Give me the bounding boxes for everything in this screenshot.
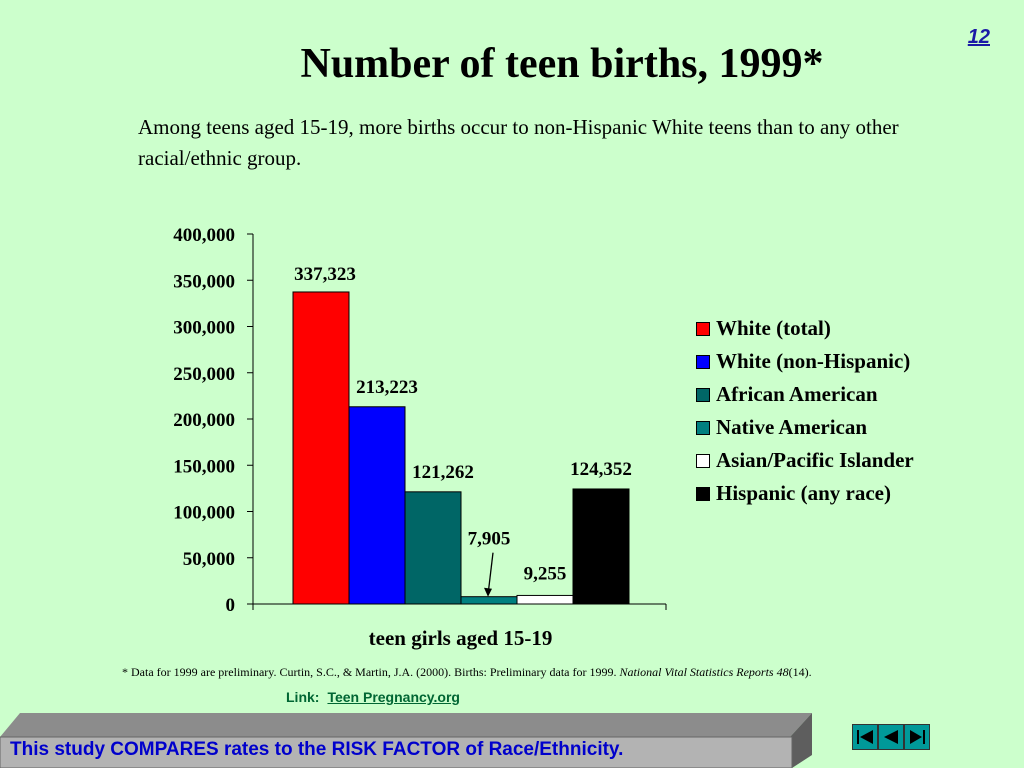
footnote: * Data for 1999 are preliminary. Curtin,…: [122, 664, 812, 680]
next-slide-icon: [910, 730, 925, 744]
legend-swatch: [696, 453, 710, 468]
legend-label: Asian/Pacific Islander: [716, 448, 914, 472]
legend-swatch: [696, 420, 710, 435]
chart-title: Number of teen births, 1999*: [300, 41, 824, 87]
legend-item: Hispanic (any race): [696, 477, 914, 510]
legend-swatch: [696, 321, 710, 336]
legend-label: Native American: [716, 415, 868, 439]
bar-white-non-hispanic: [348, 406, 406, 605]
data-label: 213,223: [356, 377, 418, 398]
data-label: 337,323: [294, 264, 356, 285]
legend-label: Hispanic (any race): [716, 481, 891, 505]
bar-white-total: [292, 291, 350, 605]
teen-pregnancy-link[interactable]: Teen Pregnancy.org: [327, 689, 460, 705]
bar-asian-pacific-islander: [516, 594, 574, 605]
bar-native-american: [460, 596, 518, 605]
data-label: 121,262: [412, 462, 474, 483]
legend-swatch: [696, 486, 710, 501]
y-tick-label: 200,000: [173, 410, 235, 431]
legend-item: White (non-Hispanic): [696, 345, 914, 378]
legend-label: White (total): [716, 316, 831, 340]
legend-item: White (total): [696, 312, 914, 345]
first-slide-icon: [857, 730, 873, 744]
slide-navigation: [852, 724, 930, 750]
footnote-text: * Data for 1999 are preliminary. Curtin,…: [122, 665, 620, 679]
previous-slide-button[interactable]: [878, 724, 904, 750]
footnote-issue: (14).: [788, 665, 812, 679]
bar-african-american: [404, 491, 462, 605]
legend-item: African American: [696, 378, 914, 411]
link-prefix: Link:: [286, 689, 320, 705]
y-tick-label: 350,000: [173, 271, 235, 292]
link-row: Link: Teen Pregnancy.org: [286, 689, 460, 705]
chart-legend: White (total) White (non-Hispanic) African…: [696, 312, 914, 510]
y-tick-label: 0: [226, 595, 236, 616]
y-tick-label: 400,000: [173, 225, 235, 246]
legend-label: White (non-Hispanic): [716, 349, 911, 373]
y-tick-label: 150,000: [173, 456, 235, 477]
legend-label: African American: [716, 382, 878, 406]
banner-background: [0, 713, 812, 768]
data-label: 124,352: [570, 459, 632, 480]
y-tick-label: 100,000: [173, 503, 235, 524]
legend-swatch: [696, 387, 710, 402]
next-slide-button[interactable]: [904, 724, 930, 750]
slide-number: 12: [967, 26, 990, 48]
previous-slide-icon: [884, 730, 898, 744]
data-label: 7,905: [468, 529, 511, 550]
legend-item: Asian/Pacific Islander: [696, 444, 914, 477]
legend-item: Native American: [696, 411, 914, 444]
data-label-pointer-head: [484, 587, 492, 597]
footnote-journal: National Vital Statistics Reports 48: [619, 665, 789, 679]
x-axis-label: teen girls aged 15-19: [369, 626, 553, 650]
y-tick-label: 50,000: [183, 549, 235, 570]
chart-subtitle: Among teens aged 15-19, more births occu…: [138, 115, 899, 170]
data-label: 9,255: [524, 563, 567, 584]
first-slide-button[interactable]: [852, 724, 878, 750]
y-tick-label: 300,000: [173, 318, 235, 339]
bar-hispanic-any-race: [572, 488, 630, 605]
data-label-pointer: [487, 552, 494, 595]
y-tick-label: 250,000: [173, 364, 235, 385]
legend-swatch: [696, 354, 710, 369]
banner-text: This study COMPARES rates to the RISK FA…: [10, 739, 624, 760]
